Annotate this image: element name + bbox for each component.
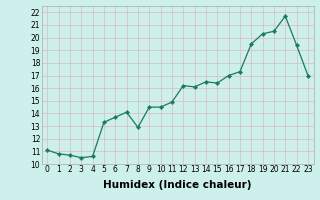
X-axis label: Humidex (Indice chaleur): Humidex (Indice chaleur)	[103, 180, 252, 190]
